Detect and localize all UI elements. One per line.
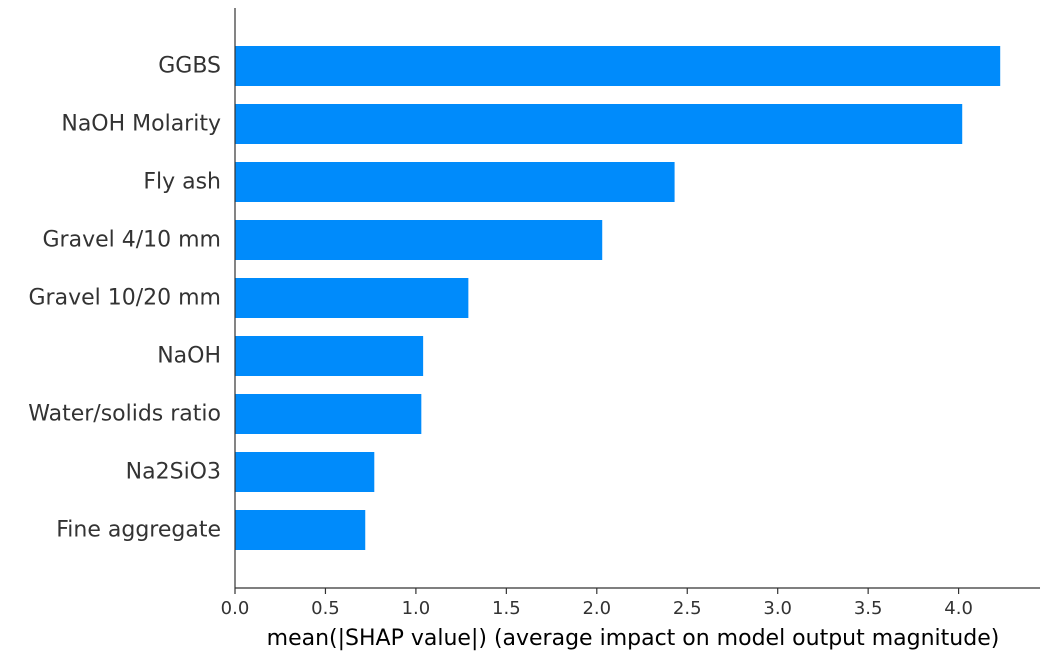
x-tick-label: 3.0	[763, 598, 792, 619]
bar-1	[235, 104, 963, 144]
category-label: Gravel 4/10 mm	[43, 228, 222, 253]
x-axis-title: mean(|SHAP value|) (average impact on mo…	[267, 626, 1000, 651]
x-tick-label: 0.5	[311, 598, 340, 619]
x-tick-label: 2.0	[582, 598, 611, 619]
bar-6	[235, 394, 422, 434]
x-tick-label: 2.5	[673, 598, 702, 619]
bar-5	[235, 336, 424, 376]
bar-8	[235, 510, 366, 550]
x-tick-label: 1.5	[492, 598, 521, 619]
bar-2	[235, 162, 675, 202]
x-tick-label: 3.5	[854, 598, 883, 619]
category-label: Na2SiO3	[126, 460, 221, 485]
x-tick-label: 0.0	[221, 598, 250, 619]
x-tick-label: 1.0	[402, 598, 431, 619]
category-labels: GGBS NaOH Molarity Fly ash Gravel 4/10 mm Gr…	[28, 54, 221, 543]
category-label: GGBS	[158, 54, 221, 79]
x-axis-ticks: 0.0 0.5 1.0 1.5 2.0 2.5 3.0 3.5 4.0	[221, 588, 973, 619]
category-label: NaOH Molarity	[61, 112, 221, 137]
bar-7	[235, 452, 375, 492]
category-label: Gravel 10/20 mm	[29, 286, 222, 311]
bar-0	[235, 46, 1001, 86]
category-label: Water/solids ratio	[28, 402, 221, 427]
category-label: Fine aggregate	[56, 518, 221, 543]
bar-3	[235, 220, 603, 260]
bars-group	[235, 46, 1001, 550]
category-label: Fly ash	[143, 170, 221, 195]
bar-4	[235, 278, 469, 318]
category-label: NaOH	[157, 344, 221, 369]
x-tick-label: 4.0	[944, 598, 973, 619]
